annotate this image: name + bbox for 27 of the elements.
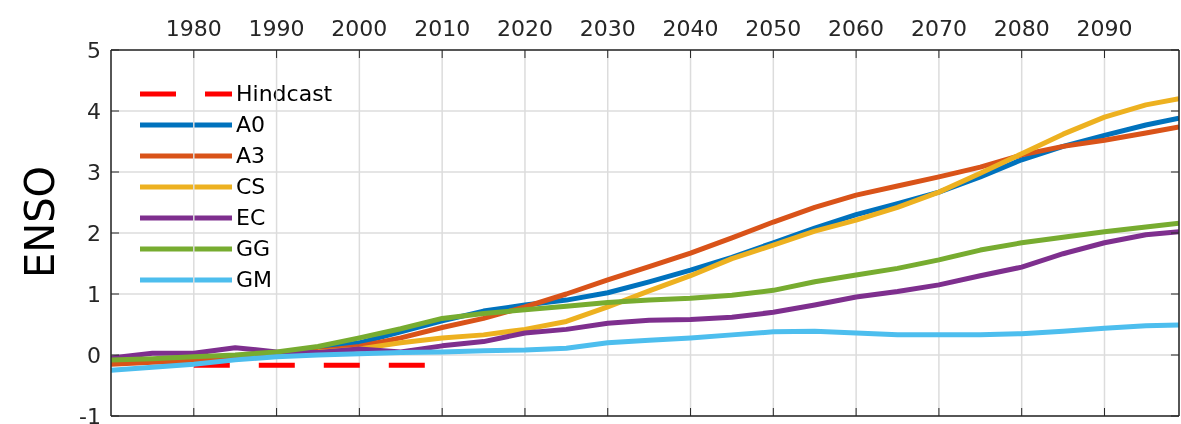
legend-label: A0 (236, 111, 266, 139)
y-tick-label: 0 (87, 342, 101, 368)
x-tick-label: 2050 (745, 16, 802, 41)
y-tick-label: -1 (79, 403, 101, 424)
y-tick-label: 5 (87, 37, 101, 63)
x-tick-label: 2040 (662, 16, 719, 41)
legend-label: A3 (236, 142, 266, 170)
x-tick-label: 2020 (496, 16, 553, 41)
y-tick-label: 4 (87, 98, 101, 124)
y-axis-title: ENSO (17, 165, 64, 278)
x-tick-label: 2090 (1076, 16, 1133, 41)
legend-label: CS (236, 173, 266, 201)
x-tick-label: 2070 (910, 16, 967, 41)
legend-label: GM (236, 266, 273, 294)
x-tick-label: 2060 (828, 16, 885, 41)
y-tick-label: 3 (87, 159, 101, 185)
x-tick-label: 1980 (165, 16, 222, 41)
legend-label: GG (236, 235, 271, 263)
x-tick-label: 2030 (579, 16, 636, 41)
legend-label: Hindcast (236, 80, 333, 108)
legend-label: EC (236, 204, 266, 232)
x-tick-label: 2080 (993, 16, 1050, 41)
y-tick-label: 1 (87, 281, 101, 307)
x-tick-label: 1990 (248, 16, 305, 41)
y-tick-label: 2 (87, 220, 101, 246)
x-tick-label: 2000 (331, 16, 388, 41)
x-tick-label: 2010 (414, 16, 471, 41)
